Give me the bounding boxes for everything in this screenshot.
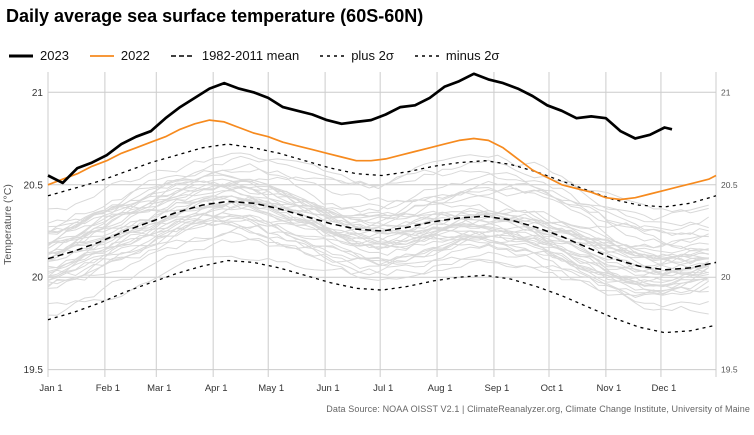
year-line (47, 195, 709, 287)
year-line (47, 201, 710, 292)
year-line (47, 152, 709, 229)
year-line (47, 212, 709, 295)
year-line (47, 172, 709, 238)
year-line (47, 163, 709, 234)
data-source-note: Data Source: NOAA OISST V2.1 | ClimateRe… (326, 404, 750, 414)
year-line (47, 195, 709, 254)
y-tick-label-right: 19.5 (721, 365, 738, 375)
series-current (47, 72, 673, 185)
year-line (47, 198, 709, 288)
y-tick-label-right: 20.5 (721, 180, 738, 190)
sst-line-chart: 19.5 19.5 20 20 20.5 20.5 21 21 Jan 1 Feb 1 Mar 1 A… (2, 72, 738, 394)
year-line (47, 237, 709, 316)
x-tick-label: May 1 (258, 383, 284, 394)
legend-line-sample (170, 54, 195, 57)
legend-item-1982-2011-mean: 1982-2011 mean (170, 48, 299, 63)
chart-title: Daily average sea surface temperature (6… (6, 6, 424, 26)
year-line (47, 203, 709, 273)
legend: 2023 2022 1982-2011 mean plus 2σ minus 2σ (8, 48, 499, 63)
x-tick-label: Apr 1 (205, 383, 228, 394)
legend-label: plus 2σ (351, 48, 394, 63)
axis-labels: 19.5 19.5 20 20 20.5 20.5 21 21 Jan 1 Feb 1 Mar 1 A… (2, 87, 738, 394)
year-line (47, 222, 709, 281)
x-tick-label: Jan 1 (39, 383, 62, 394)
y-tick-label: 19.5 (24, 365, 44, 376)
legend-label: minus 2σ (445, 48, 500, 63)
year-line (47, 204, 709, 289)
year-line (47, 231, 709, 298)
legend-line-sample (414, 54, 439, 57)
legend-label: 1982-2011 mean (201, 48, 300, 63)
legend-item-2022: 2022 (89, 48, 150, 63)
x-tick-label: Jun 1 (316, 383, 339, 394)
year-line (47, 255, 709, 315)
y-tick-label: 20 (32, 273, 44, 284)
x-tick-label: Mar 1 (147, 383, 171, 394)
series-minus-2-sigma (47, 259, 717, 334)
series-previous (47, 119, 717, 201)
year-line (47, 168, 709, 246)
legend-line-sample (9, 54, 33, 57)
y-tick-label: 20.5 (24, 180, 44, 191)
year-line (47, 180, 709, 263)
year-line (47, 202, 709, 260)
legend-item-minus-2-: minus 2σ (414, 48, 500, 63)
x-tick-label: Jul 1 (373, 383, 393, 394)
x-tick-label: Dec 1 (651, 383, 676, 394)
year-line (47, 196, 709, 286)
x-tick-label: Sep 1 (484, 383, 509, 394)
year-line (47, 190, 709, 262)
y-tick-label: 21 (32, 88, 44, 99)
legend-label: 2023 (40, 48, 69, 63)
legend-line-sample (320, 54, 345, 57)
legend-item-plus-2-: plus 2σ (319, 48, 394, 63)
x-tick-label: Nov 1 (596, 383, 621, 394)
y-tick-label-right: 21 (721, 87, 731, 97)
x-tick-label: Oct 1 (541, 383, 564, 394)
x-tick-label: Aug 1 (428, 383, 453, 394)
year-line (47, 185, 709, 262)
year-line (47, 200, 709, 289)
x-tick-label: Feb 1 (96, 383, 120, 394)
y-axis-title: Temperature (°C) (2, 184, 14, 265)
legend-line-sample (89, 54, 114, 57)
year-line (47, 174, 709, 275)
legend-item-2023: 2023 (8, 48, 69, 63)
year-line (47, 182, 709, 252)
year-line (47, 155, 709, 250)
background-year-lines (47, 152, 710, 316)
year-line (47, 178, 709, 263)
legend-label: 2022 (120, 48, 150, 63)
y-tick-label-right: 20 (721, 272, 731, 282)
